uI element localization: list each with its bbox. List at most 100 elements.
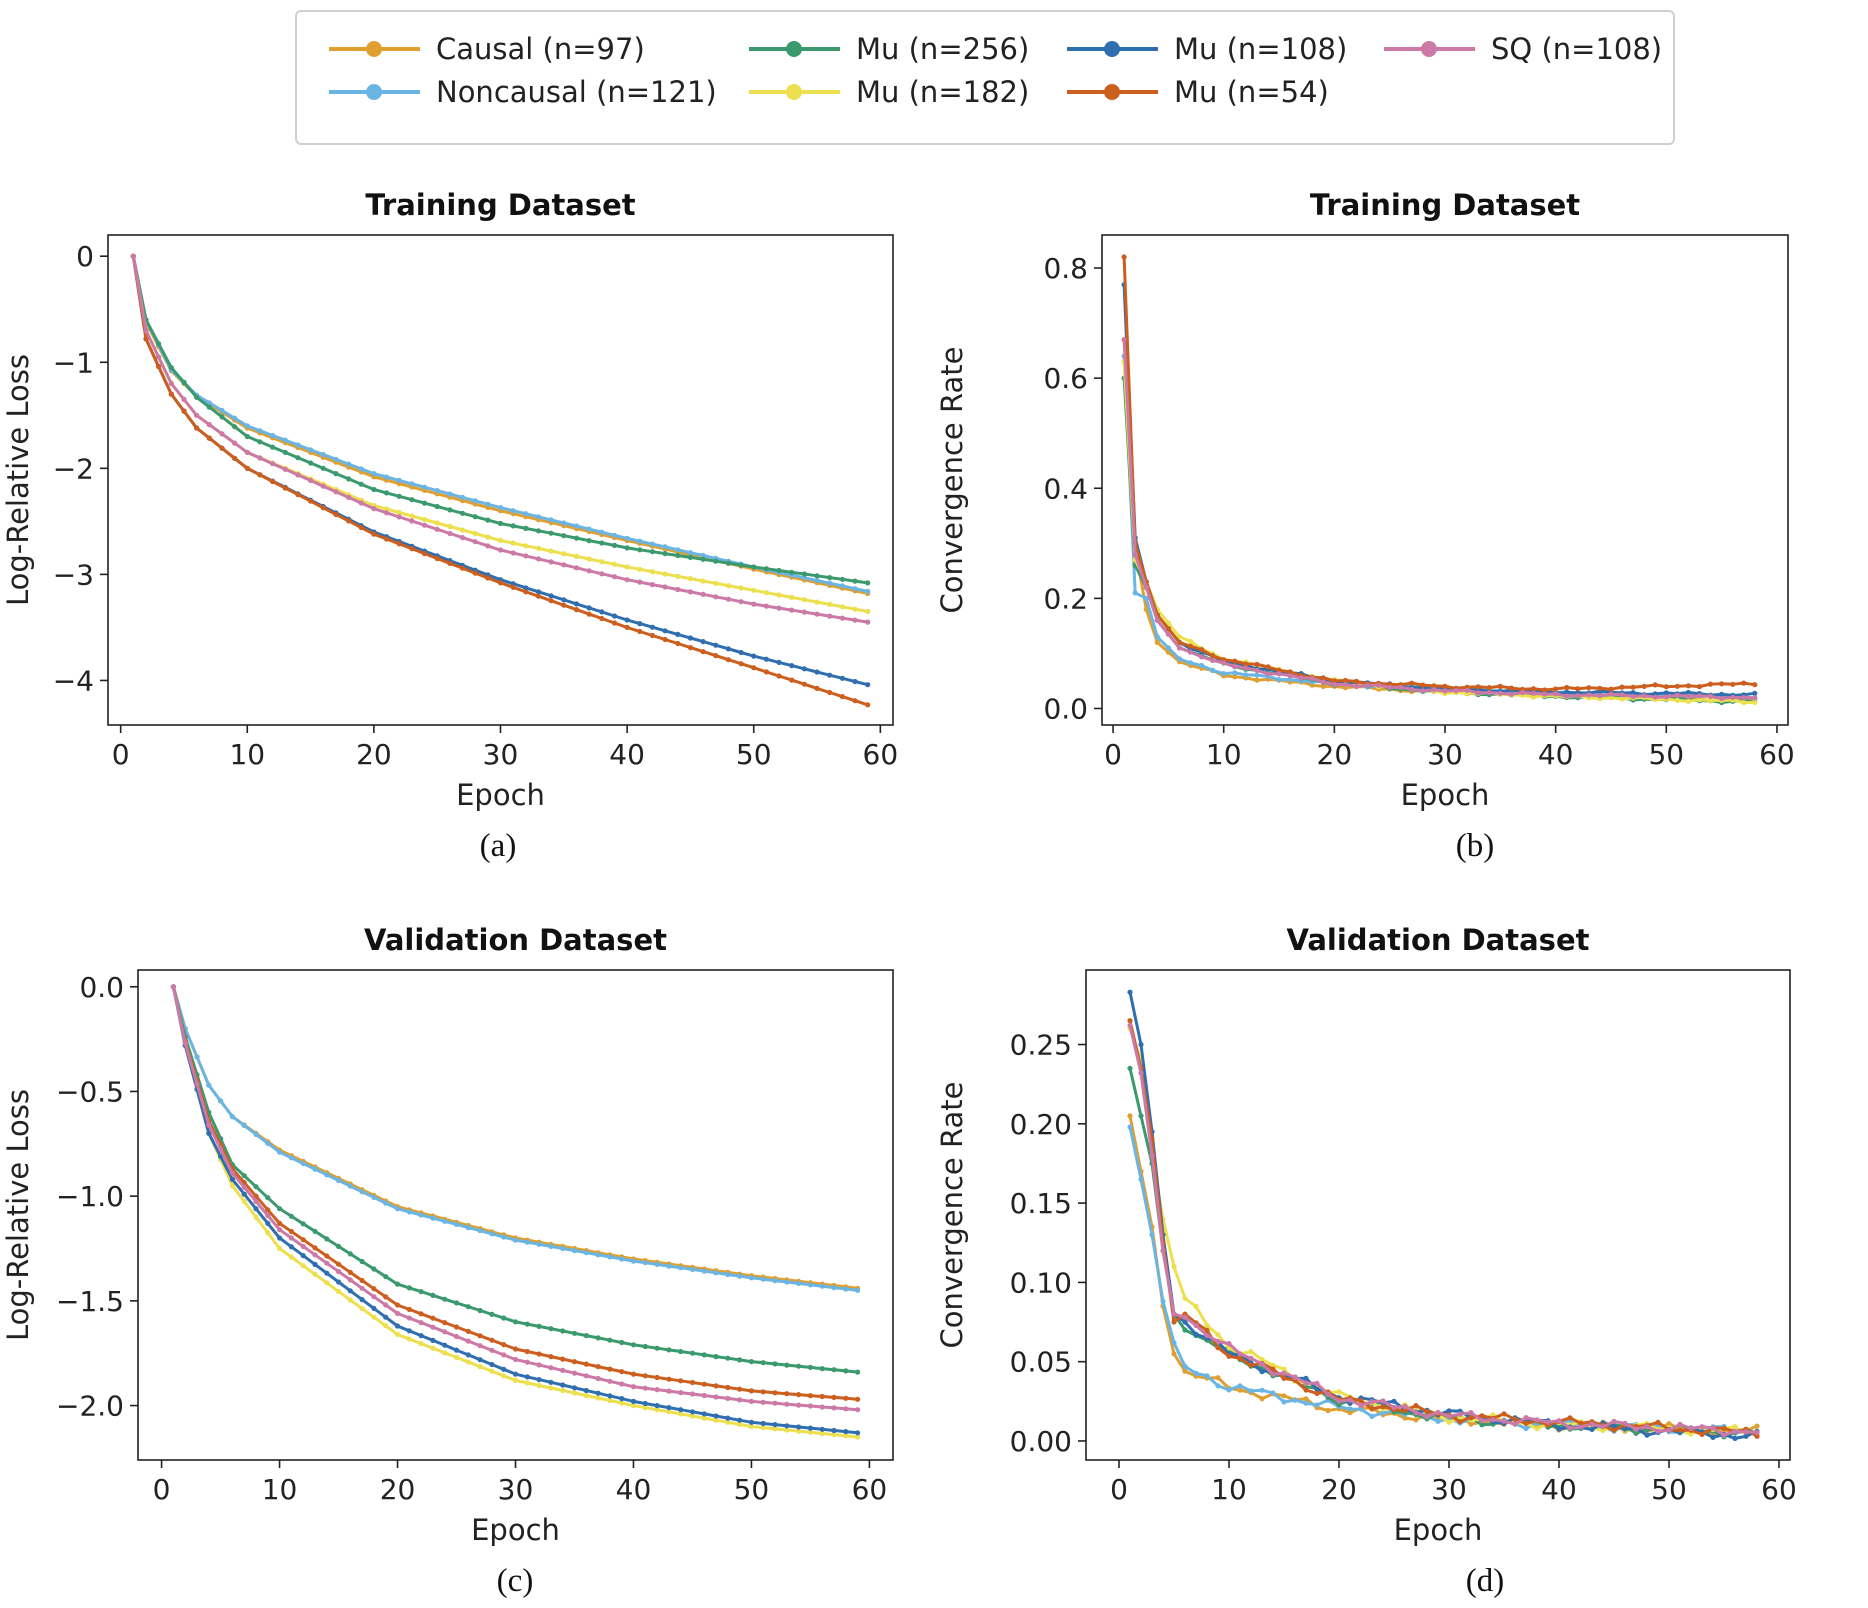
data-point bbox=[1409, 686, 1415, 692]
data-point bbox=[501, 1315, 507, 1321]
data-point bbox=[1468, 1414, 1474, 1421]
series-noncausal-n-121 bbox=[1127, 1124, 1760, 1437]
data-point bbox=[1127, 989, 1133, 995]
data-point bbox=[678, 1407, 684, 1413]
data-point bbox=[560, 1328, 566, 1334]
series-sq-n-108 bbox=[1127, 1022, 1760, 1438]
data-point bbox=[865, 588, 871, 594]
data-point bbox=[599, 609, 605, 615]
data-point bbox=[282, 466, 288, 472]
data-point bbox=[1699, 1424, 1705, 1430]
data-point bbox=[406, 1209, 412, 1215]
data-point bbox=[789, 677, 795, 683]
data-point bbox=[573, 601, 580, 607]
data-point bbox=[312, 1261, 318, 1267]
data-point bbox=[371, 1194, 377, 1200]
data-point bbox=[1215, 1345, 1221, 1351]
data-point bbox=[1457, 1419, 1463, 1425]
data-point bbox=[789, 594, 795, 600]
data-point bbox=[358, 466, 364, 472]
data-point bbox=[687, 635, 694, 641]
data-point bbox=[485, 501, 491, 507]
data-point bbox=[619, 1256, 625, 1262]
data-point bbox=[1143, 584, 1149, 590]
data-point bbox=[865, 619, 871, 625]
data-point bbox=[599, 529, 605, 535]
data-point bbox=[1688, 1425, 1694, 1431]
data-point bbox=[434, 488, 440, 494]
data-point bbox=[1182, 1314, 1188, 1320]
data-point bbox=[265, 1207, 271, 1213]
data-point bbox=[288, 1235, 294, 1241]
data-point bbox=[784, 1362, 790, 1368]
data-point bbox=[814, 685, 820, 691]
data-point bbox=[1674, 692, 1680, 698]
data-point bbox=[1121, 337, 1127, 343]
data-point bbox=[282, 485, 288, 491]
data-point bbox=[489, 1231, 495, 1237]
data-point bbox=[701, 1392, 707, 1399]
data-point bbox=[523, 589, 529, 595]
data-point bbox=[206, 404, 212, 410]
data-point bbox=[807, 1393, 814, 1399]
data-point bbox=[308, 460, 314, 466]
data-point bbox=[843, 1286, 849, 1292]
series-causal-n-97 bbox=[1121, 337, 1758, 704]
data-point bbox=[277, 1206, 283, 1212]
data-point bbox=[1608, 691, 1614, 697]
data-point bbox=[194, 425, 200, 431]
data-point bbox=[295, 472, 301, 478]
data-point bbox=[560, 1356, 566, 1362]
data-point bbox=[700, 578, 706, 584]
data-point bbox=[738, 599, 744, 605]
y-axis-label: Log-Relative Loss bbox=[1, 1089, 35, 1341]
data-point bbox=[510, 584, 516, 590]
series-line bbox=[1128, 1028, 1758, 1436]
data-point bbox=[1519, 689, 1526, 696]
data-point bbox=[497, 520, 504, 527]
data-point bbox=[1265, 664, 1271, 670]
data-point bbox=[421, 551, 428, 557]
data-point bbox=[1732, 1435, 1738, 1441]
legend-line-marker-icon bbox=[749, 84, 840, 100]
data-point bbox=[257, 472, 263, 478]
data-point bbox=[827, 601, 833, 607]
data-point bbox=[1336, 1398, 1342, 1404]
data-point bbox=[442, 1218, 448, 1224]
data-point bbox=[1187, 660, 1194, 666]
data-point bbox=[737, 1421, 743, 1427]
data-point bbox=[265, 1195, 271, 1201]
data-point bbox=[573, 535, 580, 541]
data-point bbox=[1160, 1248, 1166, 1254]
data-point bbox=[548, 593, 554, 599]
y-tick-label: −1.0 bbox=[56, 1180, 124, 1213]
series-line bbox=[171, 986, 858, 1401]
data-point bbox=[763, 656, 770, 662]
data-point bbox=[595, 1252, 601, 1258]
data-point bbox=[1732, 1424, 1738, 1430]
data-point bbox=[396, 509, 402, 516]
data-point bbox=[819, 1283, 825, 1289]
data-point bbox=[1655, 1428, 1661, 1434]
data-point bbox=[1347, 1406, 1353, 1412]
data-point bbox=[630, 1403, 637, 1409]
data-point bbox=[725, 596, 732, 602]
data-point bbox=[300, 1237, 306, 1243]
data-point bbox=[295, 442, 301, 448]
data-point bbox=[1597, 693, 1603, 699]
data-point bbox=[789, 663, 795, 669]
data-point bbox=[760, 1389, 766, 1395]
data-point bbox=[1464, 687, 1470, 693]
series-causal-n-97 bbox=[1127, 1113, 1760, 1439]
data-point bbox=[288, 1244, 294, 1250]
data-point bbox=[611, 561, 618, 567]
data-point bbox=[1398, 684, 1404, 690]
data-point bbox=[801, 571, 808, 577]
data-point bbox=[1331, 678, 1337, 684]
x-axis-label: Epoch bbox=[1401, 778, 1490, 812]
data-point bbox=[548, 517, 554, 523]
data-point bbox=[523, 525, 529, 531]
data-point bbox=[662, 584, 668, 590]
data-point bbox=[524, 1374, 530, 1380]
data-point bbox=[852, 586, 858, 592]
